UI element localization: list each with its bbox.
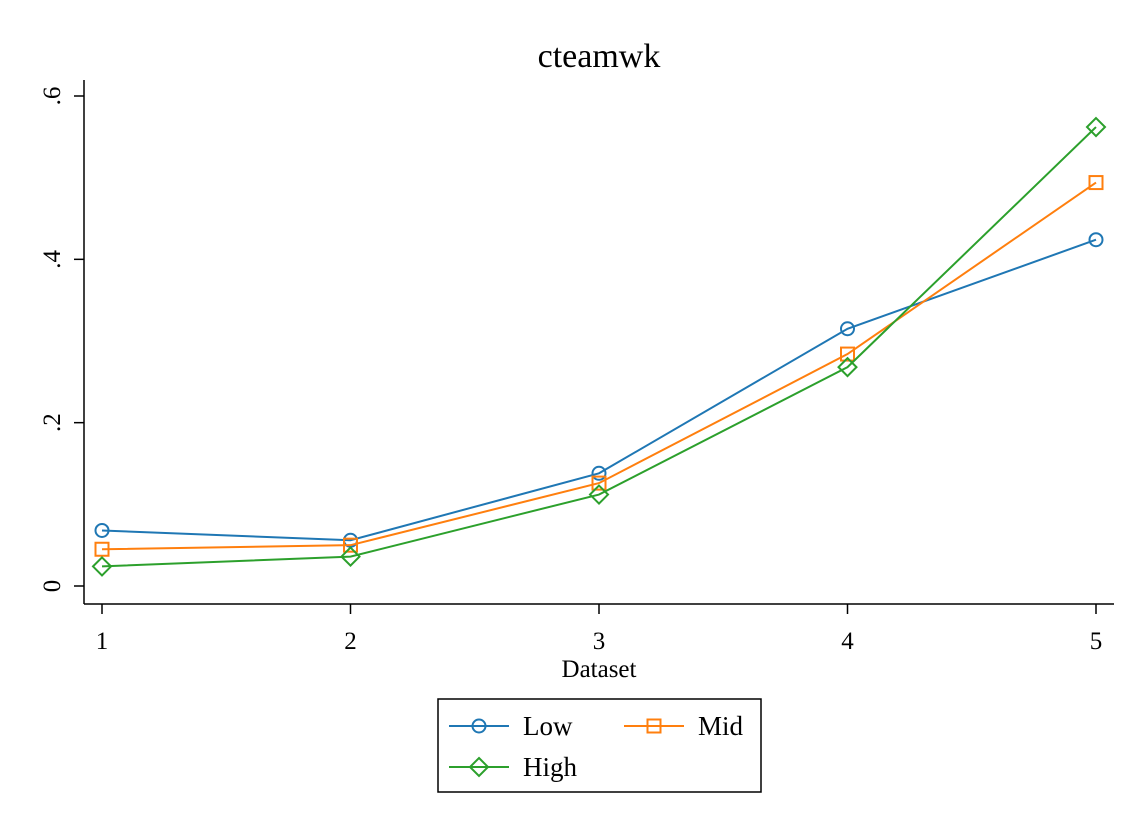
series-line — [101, 181, 1097, 551]
y-tick-label: .6 — [39, 87, 66, 106]
x-tick-label: 3 — [593, 628, 606, 655]
data-point — [1088, 175, 1104, 191]
axes — [83, 80, 1114, 605]
data-point — [837, 356, 858, 378]
series-line — [101, 126, 1097, 568]
series-line — [101, 238, 1097, 542]
x-axis-label: Dataset — [562, 656, 637, 683]
series-layer — [91, 116, 1107, 577]
x-ticks: 1 2 3 4 5 — [96, 604, 1103, 655]
data-point — [588, 484, 610, 505]
data-point — [591, 465, 607, 481]
data-point — [840, 321, 855, 337]
legend-item: Mid — [624, 711, 744, 741]
legend-item: Low — [449, 711, 573, 741]
legend-label: Low — [523, 711, 573, 741]
legend-label: High — [523, 752, 578, 782]
series-mid — [94, 175, 1104, 557]
legend-marker — [471, 718, 487, 734]
chart-title: cteamwk — [538, 38, 661, 75]
data-point — [591, 475, 607, 491]
legend: Low Mid High — [437, 698, 762, 793]
data-point — [1085, 116, 1107, 138]
y-tick-label: .2 — [39, 413, 66, 432]
x-tick-label: 1 — [96, 628, 109, 655]
x-tick-label: 2 — [344, 628, 357, 655]
legend-marker — [468, 756, 490, 778]
legend-marker — [646, 718, 662, 734]
x-tick-label: 5 — [1090, 628, 1103, 655]
series-high — [91, 116, 1107, 577]
y-tick-label: 0 — [39, 580, 66, 593]
legend-label: Mid — [698, 711, 744, 741]
y-tick-label: .4 — [39, 249, 66, 268]
series-low — [94, 232, 1104, 548]
data-point — [340, 546, 361, 568]
legend-box — [437, 698, 762, 793]
data-point — [1088, 232, 1104, 248]
legend-item: High — [449, 752, 578, 782]
y-ticks: 0 .2 .4 .6 — [39, 87, 84, 593]
data-point — [343, 537, 358, 553]
data-point — [840, 346, 855, 362]
x-tick-label: 4 — [841, 628, 854, 655]
data-point — [94, 541, 110, 557]
data-point — [91, 555, 113, 577]
data-point — [94, 522, 110, 538]
